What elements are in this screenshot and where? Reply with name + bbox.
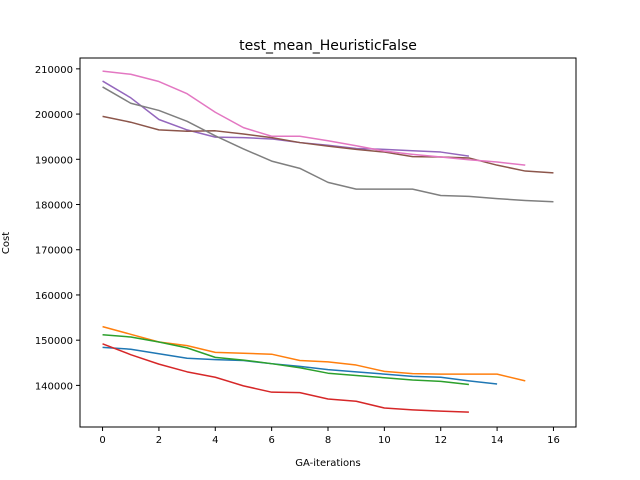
y-tick-label: 140000	[35, 381, 73, 392]
series-line-1	[102, 346, 498, 385]
series-line-4	[102, 343, 469, 413]
plot-frame	[79, 57, 577, 428]
y-tick-label: 180000	[35, 201, 73, 212]
x-tick-label: 2	[156, 435, 162, 446]
x-axis-label: GA-iterations	[295, 458, 360, 469]
x-tick-label: 10	[378, 435, 391, 446]
y-tick-label: 200000	[35, 110, 73, 121]
series-line-2	[102, 325, 526, 382]
series-line-7	[102, 70, 526, 166]
y-tick-label: 170000	[35, 246, 73, 257]
x-tick-label: 6	[268, 435, 274, 446]
y-tick-label: 190000	[35, 155, 73, 166]
chart-title: test_mean_HeuristicFalse	[239, 38, 417, 54]
x-tick-label: 12	[434, 435, 447, 446]
x-tick-label: 8	[325, 435, 331, 446]
x-tick-label: 4	[212, 435, 218, 446]
series-line-8	[102, 86, 554, 203]
series-layer	[102, 70, 554, 413]
x-axis-ticks: 0 2 4 6 8 10 12 14 16	[99, 427, 560, 446]
series-line-3	[102, 334, 469, 386]
x-tick-label: 0	[99, 435, 105, 446]
x-tick-label: 14	[491, 435, 504, 446]
y-tick-label: 210000	[35, 65, 73, 76]
y-axis-ticks: 140000 150000 160000 170000 180000 190000 2000…	[35, 65, 80, 392]
x-tick-label: 16	[547, 435, 560, 446]
y-axis-label: Cost	[1, 232, 12, 254]
y-tick-label: 160000	[35, 291, 73, 302]
series-line-5	[102, 80, 470, 157]
y-tick-label: 150000	[35, 336, 73, 347]
